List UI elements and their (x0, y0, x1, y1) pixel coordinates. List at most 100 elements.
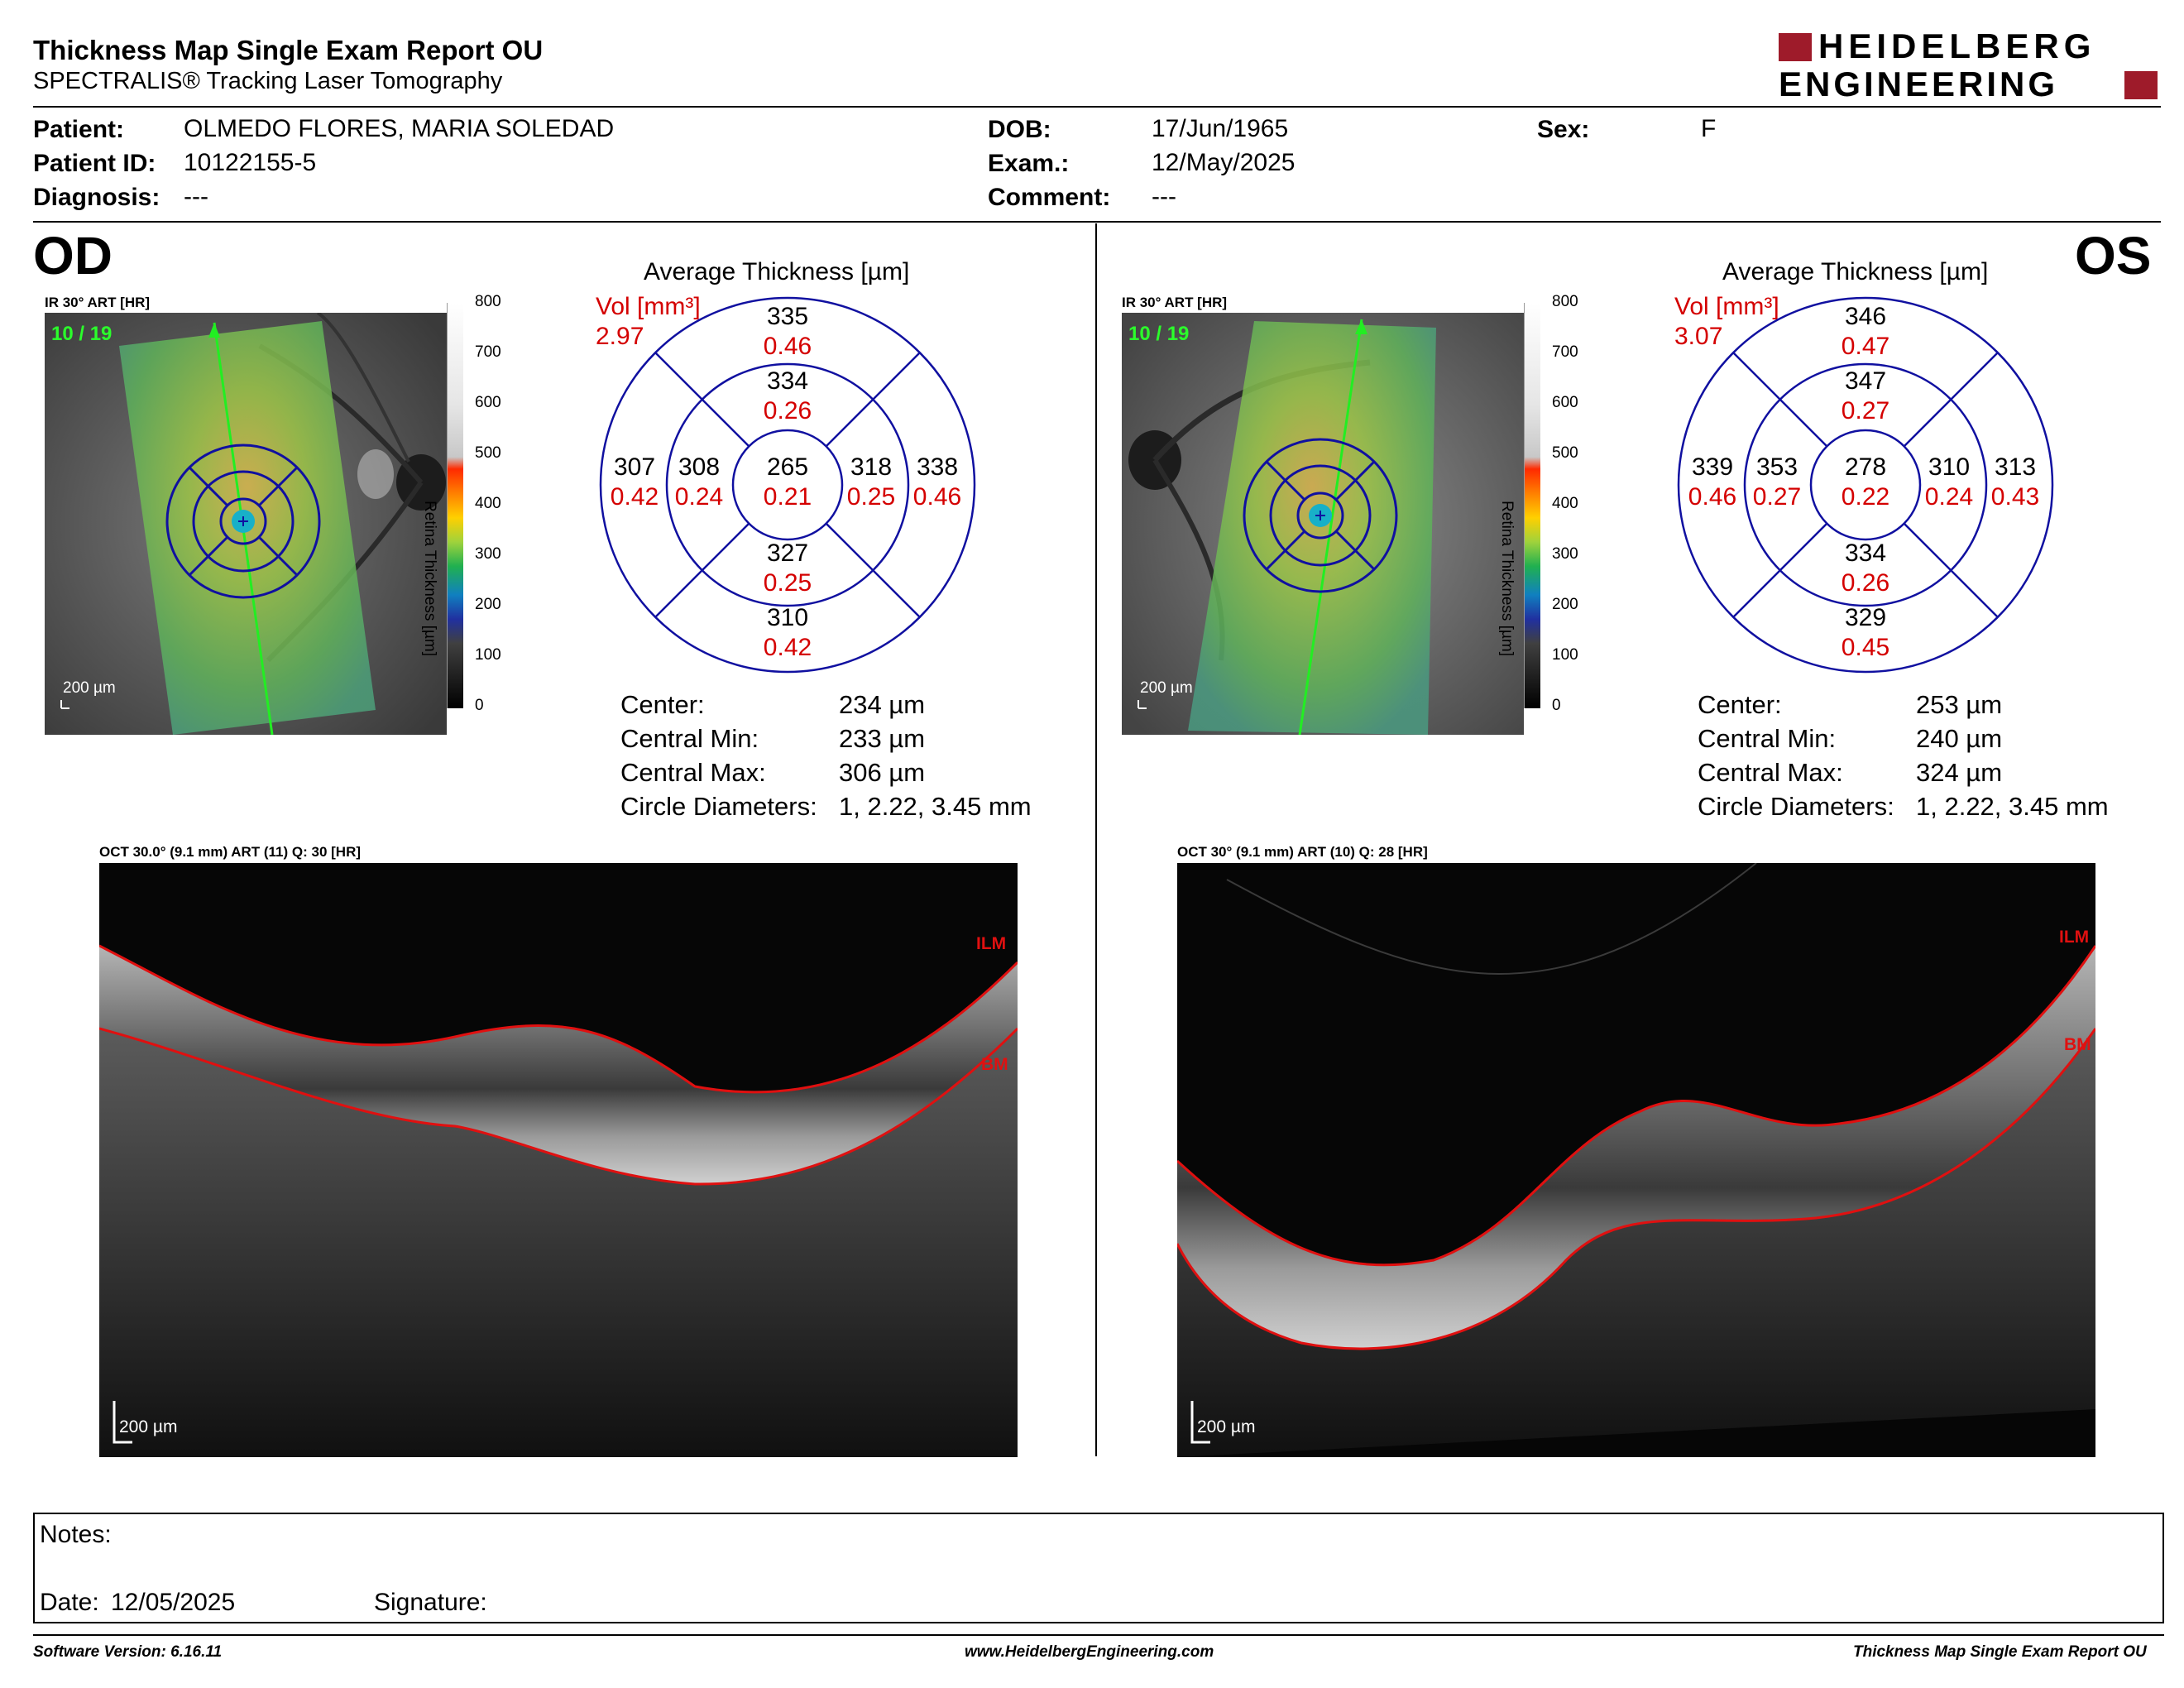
os-oct-label: OCT 30° (9.1 mm) ART (10) Q: 28 [HR] (1177, 844, 1428, 860)
os-ir-label: IR 30° ART [HR] (1122, 295, 1228, 310)
od-min-label: Central Min: (620, 724, 759, 753)
od-center-v: 0.21 (763, 483, 812, 511)
sex-value: F (1701, 115, 1717, 142)
diagnosis-label: Diagnosis: (33, 184, 160, 211)
patient-id: 10122155-5 (184, 149, 317, 176)
os-min-label: Central Min: (1698, 724, 1837, 753)
od-outer-bottom-v: 0.42 (763, 634, 812, 661)
od-center-value: 234 µm (839, 690, 926, 719)
exam-value: 12/May/2025 (1152, 149, 1296, 176)
od-inner-right-t: 318 (850, 453, 893, 481)
logo-line1: HEIDELBERG (1818, 26, 2096, 65)
od-vol-value: 2.97 (596, 323, 644, 350)
od-min-value: 233 µm (839, 724, 926, 753)
os-outer-bottom-t: 329 (1844, 604, 1887, 631)
os-ir-frames: 10 / 19 (1128, 323, 1190, 345)
os-max-value: 324 µm (1916, 758, 2003, 787)
os-outer-top-t: 346 (1844, 303, 1887, 330)
patient-id-label: Patient ID: (33, 150, 156, 177)
od-oct-label: OCT 30.0° (9.1 mm) ART (11) Q: 30 [HR] (99, 844, 362, 860)
signature-label: Signature: (374, 1589, 487, 1616)
os-inner-left-v: 0.27 (1752, 483, 1802, 511)
od-inner-bottom-v: 0.25 (763, 569, 812, 597)
os-colorbar-ticks: 800 700 600 500 400 300 200 100 0 (1552, 293, 1578, 714)
patient-name: OLMEDO FLORES, MARIA SOLEDAD (184, 115, 615, 142)
os-ir-scale: 200 µm (1140, 679, 1193, 697)
od-max-value: 306 µm (839, 758, 926, 787)
od-inner-left-v: 0.24 (674, 483, 724, 511)
od-center-t: 265 (766, 453, 809, 481)
footer-website[interactable]: www.HeidelbergEngineering.com (965, 1643, 1214, 1661)
sex-label: Sex: (1537, 116, 1590, 143)
od-colorbar-ticks: 800 700 600 500 400 300 200 100 0 (475, 293, 501, 714)
os-vol-label: Vol [mm³] (1674, 293, 1779, 320)
od-outer-left-t: 307 (613, 453, 656, 481)
od-vol-label: Vol [mm³] (596, 293, 701, 320)
os-inner-right-t: 310 (1928, 453, 1971, 481)
heidelberg-logo: HEIDELBERG ENGINEERING (1779, 26, 2159, 104)
os-outer-right-v: 0.43 (1990, 483, 2040, 511)
os-center-v: 0.22 (1841, 483, 1890, 511)
od-outer-left-v: 0.42 (610, 483, 659, 511)
os-diam-label: Circle Diameters: (1698, 792, 1894, 821)
os-bm-label: BM (2064, 1035, 2091, 1054)
od-inner-left-t: 308 (678, 453, 721, 481)
os-inner-bottom-v: 0.26 (1841, 569, 1890, 597)
footer-divider (33, 1634, 2164, 1636)
date-value: 12/05/2025 (111, 1589, 236, 1616)
logo-line2: ENGINEERING (1779, 65, 2059, 103)
dob-label: DOB: (988, 116, 1051, 143)
od-inner-bottom-t: 327 (766, 539, 809, 567)
od-diam-value: 1, 2.22, 3.45 mm (839, 792, 1032, 821)
os-min-value: 240 µm (1916, 724, 2003, 753)
notes-label: Notes: (40, 1521, 112, 1548)
od-center-label: Center: (620, 690, 705, 719)
os-ilm-label: ILM (2059, 928, 2090, 947)
report-title: Thickness Map Single Exam Report OU (33, 35, 544, 65)
od-inner-top-v: 0.26 (763, 397, 812, 424)
os-diam-value: 1, 2.22, 3.45 mm (1916, 792, 2109, 821)
os-ir-image: 10 / 19 200 µm (1122, 313, 1524, 735)
od-outer-right-v: 0.46 (912, 483, 962, 511)
os-avg-title: Average Thickness [µm] (1722, 258, 1989, 285)
od-etdrs-grid (599, 296, 976, 674)
os-center-value: 253 µm (1916, 690, 2003, 719)
od-outer-top-v: 0.46 (763, 333, 812, 360)
footer-report: Thickness Map Single Exam Report OU (1853, 1643, 2147, 1661)
od-ir-frames: 10 / 19 (51, 323, 113, 345)
od-bm-label: BM (981, 1055, 1008, 1074)
os-outer-bottom-v: 0.45 (1841, 634, 1890, 661)
dob-value: 17/Jun/1965 (1152, 115, 1289, 142)
os-outer-top-v: 0.47 (1841, 333, 1890, 360)
os-inner-top-t: 347 (1844, 367, 1887, 395)
center-divider (1095, 223, 1097, 1456)
od-diam-label: Circle Diameters: (620, 792, 817, 821)
od-ilm-label: ILM (976, 934, 1007, 953)
os-outer-left-v: 0.46 (1688, 483, 1737, 511)
os-colorbar (1524, 303, 1540, 708)
os-outer-right-t: 313 (1994, 453, 2037, 481)
od-ir-label: IR 30° ART [HR] (45, 295, 151, 310)
od-max-label: Central Max: (620, 758, 766, 787)
os-outer-left-t: 339 (1691, 453, 1734, 481)
os-etdrs-grid (1677, 296, 2054, 674)
od-oct-image: ILM BM 200 µm (99, 863, 1018, 1457)
exam-label: Exam.: (988, 150, 1070, 177)
os-inner-top-v: 0.27 (1841, 397, 1890, 424)
os-center-t: 278 (1844, 453, 1887, 481)
report-subtitle: SPECTRALIS® Tracking Laser Tomography (33, 68, 503, 94)
od-ir-image: 10 / 19 200 µm (45, 313, 447, 735)
date-label: Date: (40, 1589, 99, 1616)
notes-box[interactable] (33, 1513, 2164, 1623)
os-colorbar-label: Retina Thickness [µm] (1498, 501, 1516, 656)
os-vol-value: 3.07 (1674, 323, 1723, 350)
od-colorbar (447, 303, 463, 708)
comment-label: Comment: (988, 184, 1111, 211)
od-ir-scale: 200 µm (63, 679, 116, 697)
os-oct-scale: 200 µm (1197, 1417, 1256, 1436)
od-oct-scale: 200 µm (119, 1417, 178, 1436)
os-center-label: Center: (1698, 690, 1782, 719)
os-inner-left-t: 353 (1755, 453, 1798, 481)
od-outer-bottom-t: 310 (766, 604, 809, 631)
os-eye-label: OS (2075, 226, 2152, 285)
